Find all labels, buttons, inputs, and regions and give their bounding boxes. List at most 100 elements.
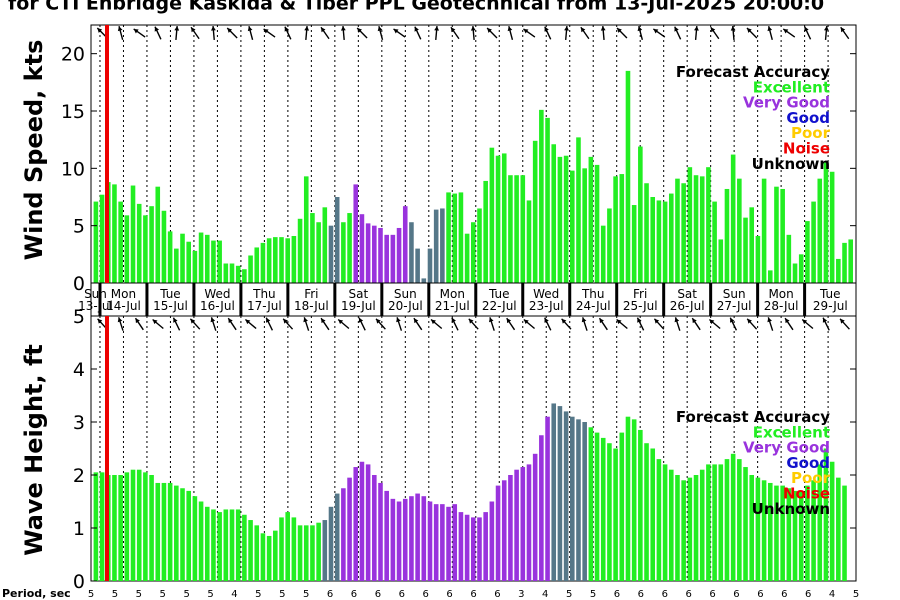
wave-bar: [477, 517, 482, 581]
day-name: Thu: [581, 287, 605, 301]
direction-arrow: [450, 26, 460, 40]
period-value: 5: [88, 589, 94, 600]
day-name: Mon: [768, 287, 793, 301]
wave-bar: [514, 469, 519, 581]
period-value: 5: [207, 589, 213, 600]
day-name: Mon: [111, 287, 136, 301]
wave-bar: [755, 477, 761, 581]
wave-bar: [167, 482, 173, 581]
y-tick-label: 3: [73, 412, 85, 434]
direction-arrow: [190, 26, 200, 40]
direction-arrow: [320, 317, 330, 331]
wind-bar: [792, 263, 798, 283]
wave-bar: [254, 525, 260, 581]
wave-bar: [266, 535, 272, 581]
direction-arrow: [767, 317, 774, 331]
wind-y-ticks: 0 5 10 15 20: [61, 44, 856, 295]
wave-bar: [396, 501, 402, 581]
period-value: 6: [470, 589, 476, 600]
direction-arrow: [637, 26, 644, 40]
wave-bar: [124, 472, 130, 581]
direction-arrow: [523, 318, 535, 330]
wind-bar: [217, 240, 222, 283]
wind-bar: [520, 175, 526, 283]
wave-bar: [600, 437, 606, 581]
wind-bar: [582, 168, 587, 283]
wind-bar: [699, 176, 705, 283]
period-value: 6: [757, 589, 763, 600]
direction-arrow: [561, 318, 572, 330]
wind-bar: [427, 248, 433, 283]
wave-bar: [285, 512, 290, 581]
wind-bar: [551, 144, 557, 283]
wave-bar: [223, 509, 229, 581]
legend-title: Forecast Accuracy: [676, 408, 830, 426]
wind-bar: [310, 213, 315, 283]
y-tick-label: 5: [73, 306, 85, 328]
wave-bar: [662, 464, 668, 581]
wave-bar: [712, 464, 717, 581]
wind-bar: [737, 178, 742, 283]
wind-bar: [638, 146, 643, 283]
wave-bar: [211, 509, 216, 581]
wave-bar: [631, 419, 637, 581]
wave-direction-arrows: [97, 317, 850, 331]
wind-bar: [303, 176, 309, 283]
period-value: 6: [662, 589, 668, 600]
day-date: 22-Jul: [482, 299, 517, 313]
direction-arrow: [746, 27, 758, 39]
wave-bar: [471, 517, 476, 581]
period-value: 4: [542, 589, 548, 600]
wind-bar: [260, 242, 266, 283]
wave-bar: [303, 525, 309, 581]
direction-arrow: [117, 317, 124, 331]
wind-bar: [817, 178, 823, 283]
day-date: 28-Jul: [764, 299, 799, 313]
wave-bar: [644, 443, 649, 581]
direction-arrow: [544, 317, 552, 331]
period-value: 5: [303, 589, 309, 600]
wind-bar: [508, 175, 513, 283]
direction-arrow: [506, 317, 516, 331]
wave-panel: 0 1 2 3 4 5 Wave Height, ft Forecast Accuracy…: [20, 306, 857, 593]
wave-bar: [699, 469, 705, 581]
period-value: 6: [614, 589, 620, 600]
direction-arrow: [470, 25, 476, 41]
wind-bar: [99, 194, 105, 283]
wave-bar: [186, 490, 191, 581]
wave-bars: [93, 403, 847, 581]
y-tick-label: 0: [73, 571, 85, 593]
chart-title: for CTI Enbridge Kaskida & Tiber PPL Geo…: [8, 0, 824, 15]
wave-bar: [693, 475, 699, 581]
wave-bar: [520, 467, 526, 581]
wind-bar: [848, 239, 853, 283]
direction-arrow: [839, 318, 850, 330]
direction-arrow: [804, 26, 812, 40]
period-value: 3: [518, 589, 524, 600]
wind-bar: [235, 265, 241, 283]
wind-bar: [483, 180, 488, 283]
wind-bar: [718, 239, 724, 283]
direction-arrow: [154, 26, 162, 40]
direction-arrow: [189, 318, 201, 330]
direction-arrow: [134, 317, 144, 331]
wind-bar: [675, 178, 680, 283]
period-value: 6: [399, 589, 405, 600]
wave-bar: [557, 406, 563, 581]
day-name: Fri: [633, 287, 647, 301]
day-date: 21-Jul: [435, 299, 470, 313]
wave-bar: [427, 501, 433, 581]
direction-arrow: [822, 317, 830, 331]
current-time-marker-wave: [105, 316, 109, 581]
direction-arrow: [652, 28, 666, 38]
direction-arrow: [152, 318, 164, 330]
direction-arrow: [730, 25, 736, 41]
wave-bar: [192, 496, 198, 581]
wind-bar: [761, 178, 767, 283]
period-value: 6: [351, 589, 357, 600]
direction-arrow: [377, 26, 384, 40]
wave-bar: [446, 506, 451, 581]
wave-bar: [242, 514, 247, 581]
direction-arrow: [488, 317, 495, 331]
